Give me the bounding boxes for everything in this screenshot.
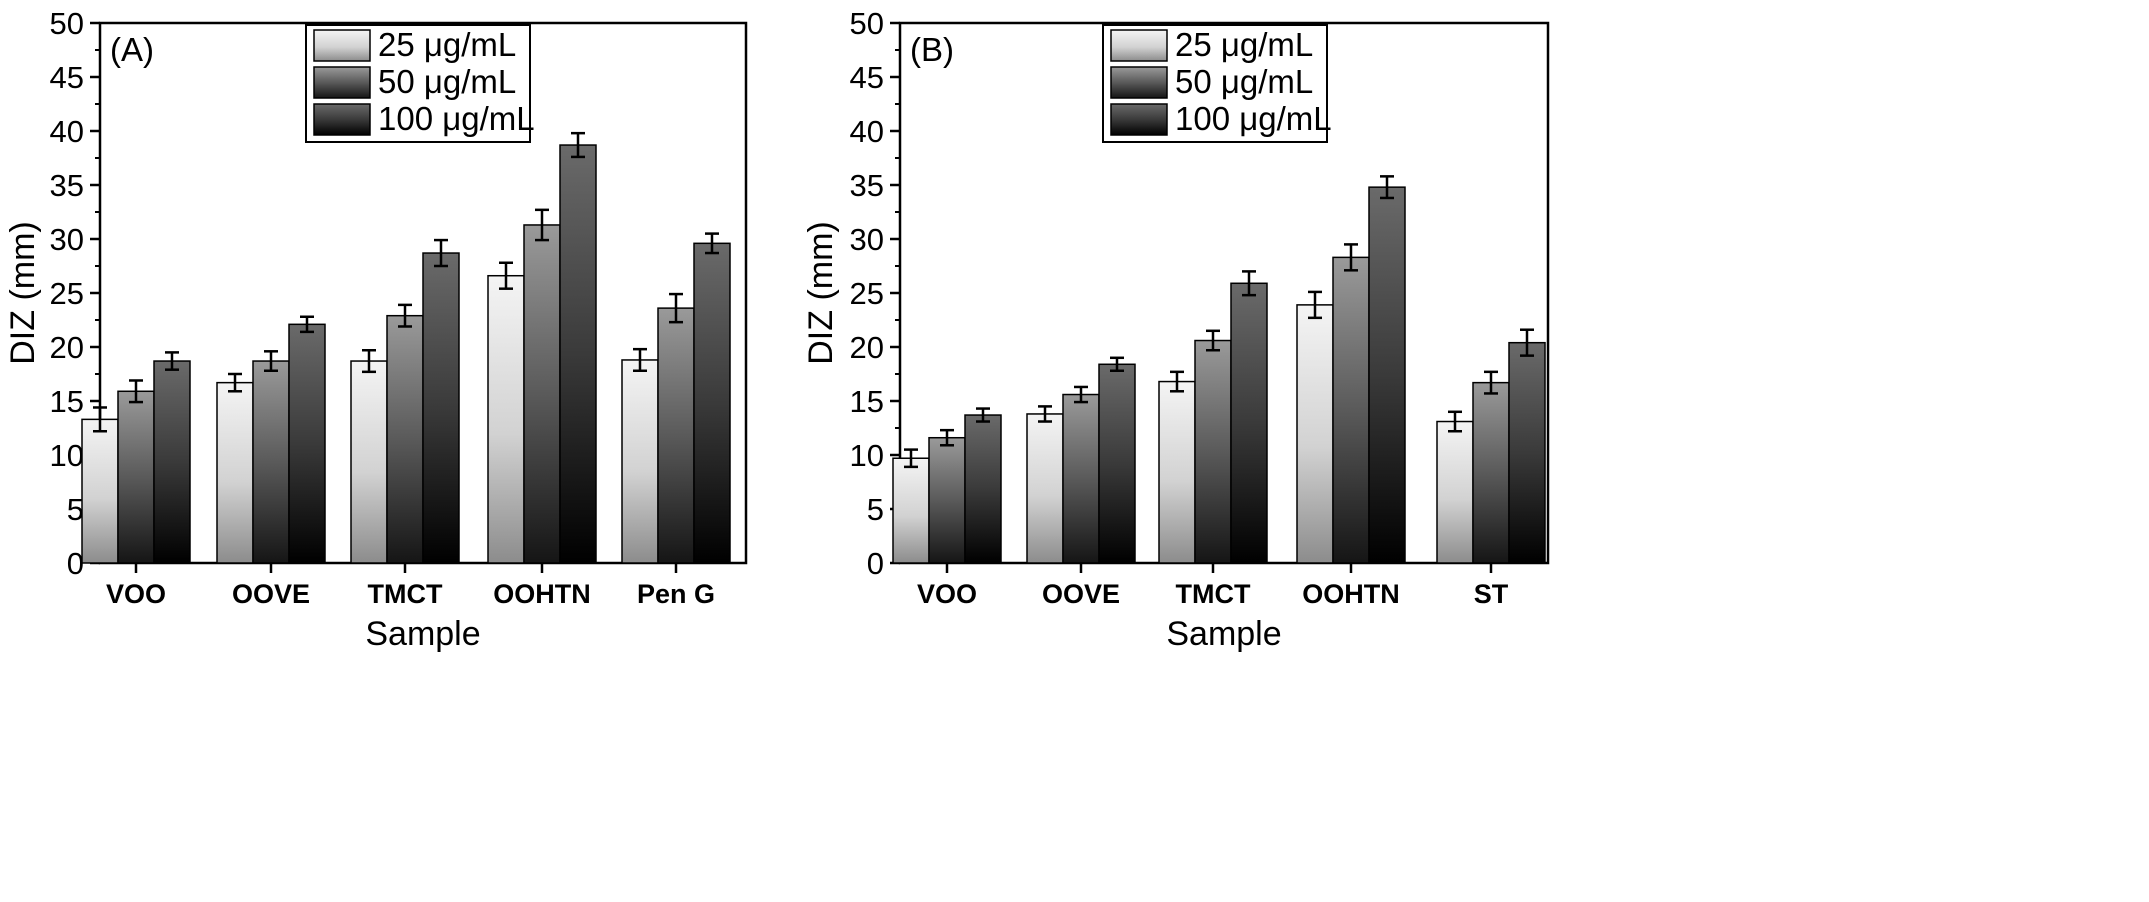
panel-label: (A) <box>110 31 154 68</box>
bar <box>288 323 326 564</box>
category-label: Pen G <box>637 579 715 609</box>
y-tick-label: 10 <box>850 438 884 473</box>
category-label: OOVE <box>1042 579 1120 609</box>
bar <box>1194 339 1232 564</box>
legend-label: 25 μg/mL <box>378 26 516 63</box>
y-tick-label: 35 <box>850 168 884 203</box>
y-tick-label: 0 <box>867 546 884 581</box>
panel-a-chart: 0 5 10 15 20 25 30 35 40 45 50 VOO OOVE TMCT OOHTN Pen … <box>4 6 748 653</box>
bar <box>657 307 695 564</box>
y-tick-label: 40 <box>850 114 884 149</box>
y-tick-label: 25 <box>850 276 884 311</box>
bar <box>1158 380 1196 564</box>
y-tick-label: 30 <box>850 222 884 257</box>
y-tick-label: 20 <box>850 330 884 365</box>
bar <box>1508 341 1546 564</box>
legend-label: 50 μg/mL <box>1175 63 1313 100</box>
y-tick-label: 5 <box>867 492 884 527</box>
category-label: TMCT <box>368 579 443 609</box>
x-axis-title: Sample <box>1166 615 1281 653</box>
y-tick-label: 35 <box>50 168 84 203</box>
y-tick-label: 0 <box>67 546 84 581</box>
y-tick-label: 50 <box>850 6 884 41</box>
bar <box>81 418 119 564</box>
y-tick-label: 30 <box>50 222 84 257</box>
legend-label: 100 μg/mL <box>1175 100 1332 137</box>
panel-label: (B) <box>910 31 954 68</box>
bar <box>1368 186 1406 564</box>
category-label: ST <box>1474 579 1509 609</box>
y-tick-label: 10 <box>50 438 84 473</box>
bar <box>117 390 155 564</box>
x-axis-title: Sample <box>365 615 480 653</box>
category-label: VOO <box>106 579 166 609</box>
bar <box>1230 282 1268 564</box>
bar <box>1472 381 1510 564</box>
bar <box>252 360 290 564</box>
y-tick-label: 40 <box>50 114 84 149</box>
legend-label: 100 μg/mL <box>378 100 535 137</box>
category-label: OOVE <box>232 579 310 609</box>
bar <box>216 381 254 564</box>
bar <box>621 359 659 564</box>
legend-swatch <box>313 66 371 99</box>
panel-b-chart: 0 5 10 15 20 25 30 35 40 45 50 VOO OOVE TMCT OOHTN ST Sa… <box>802 6 1550 653</box>
bar <box>1026 413 1064 564</box>
category-label: OOHTN <box>493 579 591 609</box>
y-tick-label: 15 <box>850 384 884 419</box>
bar <box>1296 304 1334 564</box>
category-label: OOHTN <box>1302 579 1400 609</box>
bar <box>928 436 966 564</box>
bar <box>1098 363 1136 564</box>
bar <box>892 457 930 564</box>
y-tick-label: 5 <box>67 492 84 527</box>
bar <box>523 224 561 564</box>
legend-swatch <box>313 29 371 62</box>
legend-swatch <box>1110 103 1168 136</box>
bar <box>422 252 460 564</box>
bar <box>386 314 424 564</box>
y-tick-label: 45 <box>850 60 884 95</box>
legend-swatch <box>1110 66 1168 99</box>
legend-label: 25 μg/mL <box>1175 26 1313 63</box>
y-tick-label: 20 <box>50 330 84 365</box>
bar <box>153 360 191 564</box>
category-label: VOO <box>917 579 977 609</box>
y-tick-label: 15 <box>50 384 84 419</box>
legend-swatch <box>1110 29 1168 62</box>
y-axis-title: DIZ (mm) <box>4 221 42 365</box>
bar <box>964 414 1002 564</box>
bar <box>487 274 525 564</box>
bar <box>350 360 388 564</box>
legend-swatch <box>313 103 371 136</box>
category-label: TMCT <box>1176 579 1251 609</box>
bar <box>693 242 731 564</box>
bar <box>1062 393 1100 564</box>
legend-label: 50 μg/mL <box>378 63 516 100</box>
bar <box>1436 420 1474 564</box>
y-axis-title: DIZ (mm) <box>802 221 840 365</box>
y-tick-label: 45 <box>50 60 84 95</box>
y-tick-label: 25 <box>50 276 84 311</box>
bar <box>1332 256 1370 564</box>
y-tick-label: 50 <box>50 6 84 41</box>
bar <box>559 144 597 564</box>
